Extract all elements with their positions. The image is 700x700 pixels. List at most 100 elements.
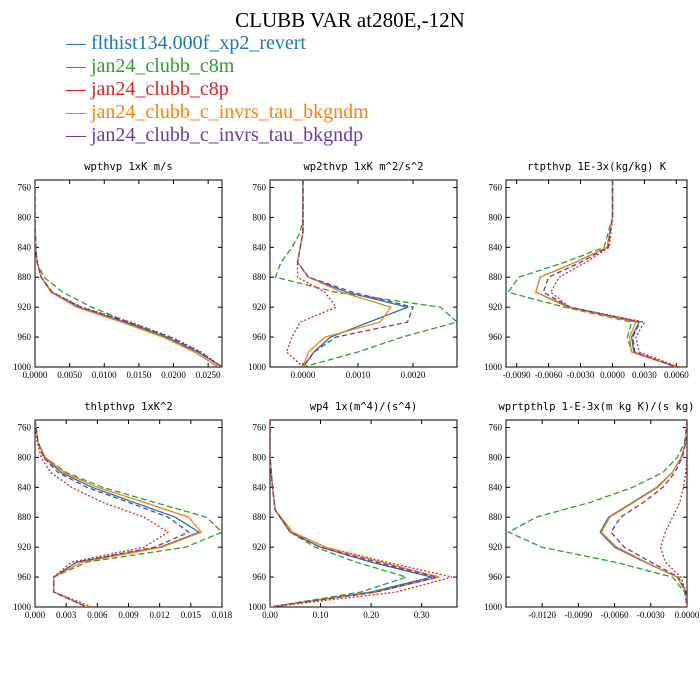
series-line-2 bbox=[35, 420, 222, 607]
series-line-4 bbox=[35, 180, 219, 367]
panel-title: wp2thvp 1xK m^2/s^2 bbox=[303, 161, 423, 173]
series-line-4 bbox=[535, 180, 677, 367]
y-tick-label: 920 bbox=[489, 302, 503, 312]
x-tick-label: 0.006 bbox=[87, 610, 108, 620]
series-line-1 bbox=[296, 180, 410, 367]
y-tick-label: 840 bbox=[18, 482, 32, 492]
y-tick-label: 1000 bbox=[13, 362, 32, 372]
series-line-1 bbox=[35, 180, 222, 367]
series-line-4 bbox=[296, 180, 393, 367]
y-tick-label: 880 bbox=[18, 512, 32, 522]
plot-frame bbox=[34, 179, 223, 368]
legend-item: — jan24_clubb_c8m bbox=[66, 55, 369, 78]
series-line-2 bbox=[506, 420, 687, 607]
x-tick-label: 0.0000 bbox=[23, 370, 48, 380]
panel-3: rtpthvp 1E-3x(kg/kg) K 760 800 840 880 920 960… bbox=[484, 161, 689, 380]
y-tick-label: 760 bbox=[489, 182, 503, 192]
panel-2: wp2thvp 1xK m^2/s^2 760 800 840 880 920 960 100… bbox=[248, 161, 458, 380]
series-line-4 bbox=[270, 420, 440, 607]
x-tick-label: 0.015 bbox=[181, 610, 202, 620]
legend-label: — jan24_clubb_c8m bbox=[66, 55, 235, 77]
x-tick-label: 0.0060 bbox=[664, 370, 689, 380]
x-tick-label: -0.0090 bbox=[565, 610, 593, 620]
x-tick-label: 0.0050 bbox=[57, 370, 82, 380]
y-tick-label: 760 bbox=[18, 182, 32, 192]
y-tick-label: 960 bbox=[253, 572, 267, 582]
figure-title: CLUBB VAR at280E,-12N bbox=[235, 8, 465, 32]
y-tick-label: 800 bbox=[489, 212, 503, 222]
x-tick-label: 0.0020 bbox=[401, 370, 426, 380]
y-tick-label: 920 bbox=[489, 542, 503, 552]
y-tick-label: 840 bbox=[489, 482, 503, 492]
y-tick-label: 880 bbox=[253, 272, 267, 282]
y-tick-label: 800 bbox=[18, 452, 32, 462]
series-line-5 bbox=[35, 180, 222, 367]
x-tick-label: 0.0000 bbox=[675, 610, 700, 620]
y-tick-label: 1000 bbox=[248, 602, 267, 612]
series-line-3 bbox=[549, 180, 679, 367]
y-tick-label: 880 bbox=[18, 272, 32, 282]
series-line-3 bbox=[35, 180, 222, 367]
series-line-1 bbox=[535, 180, 677, 367]
y-tick-label: 1000 bbox=[484, 602, 503, 612]
x-tick-label: 0.0200 bbox=[161, 370, 186, 380]
x-tick-label: -0.0060 bbox=[535, 370, 563, 380]
series-line-1 bbox=[35, 420, 201, 607]
y-tick-label: 1000 bbox=[484, 362, 503, 372]
x-tick-label: 0.10 bbox=[313, 610, 329, 620]
x-tick-label: -0.0060 bbox=[601, 610, 629, 620]
y-tick-label: 920 bbox=[18, 302, 32, 312]
x-tick-label: 0.0000 bbox=[291, 370, 316, 380]
panel-title: wpthvp 1xK m/s bbox=[84, 161, 173, 173]
panel-6: wprtpthlp 1-E-3x(m kg K)/(s kg) 760 800 840… bbox=[484, 401, 700, 620]
series-line-2 bbox=[274, 180, 457, 367]
panel-4: thlpthvp 1xK^276080084088092096010000.00… bbox=[13, 401, 233, 620]
panel-1: wpthvp 1xK m/s76080084088092096010000.00… bbox=[13, 161, 223, 380]
legend-label: — flthist134.000f_xp2_revert bbox=[66, 32, 306, 54]
panel-title: wprtpthlp 1-E-3x(m kg K)/(s kg) bbox=[499, 401, 695, 413]
y-tick-label: 960 bbox=[489, 572, 503, 582]
y-tick-label: 1000 bbox=[248, 362, 267, 372]
x-tick-label: 0.003 bbox=[56, 610, 77, 620]
series-line-5 bbox=[610, 420, 687, 607]
x-tick-label: 0.0150 bbox=[127, 370, 152, 380]
x-tick-label: -0.0090 bbox=[503, 370, 531, 380]
y-tick-label: 840 bbox=[253, 482, 267, 492]
x-tick-label: 0.0030 bbox=[632, 370, 657, 380]
legend-item: — jan24_clubb_c_invrs_tau_bkgndp bbox=[66, 124, 369, 147]
y-tick-label: 800 bbox=[253, 452, 267, 462]
x-tick-label: 0.30 bbox=[414, 610, 430, 620]
y-tick-label: 960 bbox=[253, 332, 267, 342]
plot-frame bbox=[269, 419, 458, 608]
plot-frame bbox=[505, 179, 688, 368]
series-line-5 bbox=[270, 420, 437, 607]
x-tick-label: 0.0000 bbox=[600, 370, 625, 380]
legend-item: — flthist134.000f_xp2_revert bbox=[66, 32, 369, 55]
y-tick-label: 880 bbox=[253, 512, 267, 522]
series-line-5 bbox=[35, 420, 191, 607]
y-tick-label: 840 bbox=[18, 242, 32, 252]
plot-frame bbox=[505, 419, 688, 608]
series-line-2 bbox=[270, 420, 409, 607]
legend: — flthist134.000f_xp2_revert — jan24_club… bbox=[66, 32, 369, 147]
panel-title: wp4 1x(m^4)/(s^4) bbox=[310, 401, 417, 413]
panel-5: wp4 1x(m^4)/(s^4)76080084088092096010000… bbox=[248, 401, 458, 620]
series-line-2 bbox=[507, 180, 677, 367]
y-tick-label: 960 bbox=[18, 572, 32, 582]
series-line-5 bbox=[542, 180, 677, 367]
series-line-1 bbox=[270, 420, 432, 607]
x-tick-label: 0.018 bbox=[212, 610, 233, 620]
legend-label: — jan24_clubb_c_invrs_tau_bkgndm bbox=[66, 101, 369, 123]
series-line-5 bbox=[296, 180, 414, 367]
series-line-4 bbox=[35, 420, 203, 607]
panel-title: thlpthvp 1xK^2 bbox=[84, 401, 173, 413]
series-line-3 bbox=[659, 420, 687, 607]
x-tick-label: 0.012 bbox=[150, 610, 170, 620]
y-tick-label: 760 bbox=[253, 182, 267, 192]
series-line-2 bbox=[35, 180, 219, 367]
y-tick-label: 760 bbox=[18, 422, 32, 432]
x-tick-label: 0.000 bbox=[25, 610, 46, 620]
x-tick-label: -0.0120 bbox=[528, 610, 556, 620]
y-tick-label: 880 bbox=[489, 512, 503, 522]
x-tick-label: 0.0250 bbox=[196, 370, 221, 380]
